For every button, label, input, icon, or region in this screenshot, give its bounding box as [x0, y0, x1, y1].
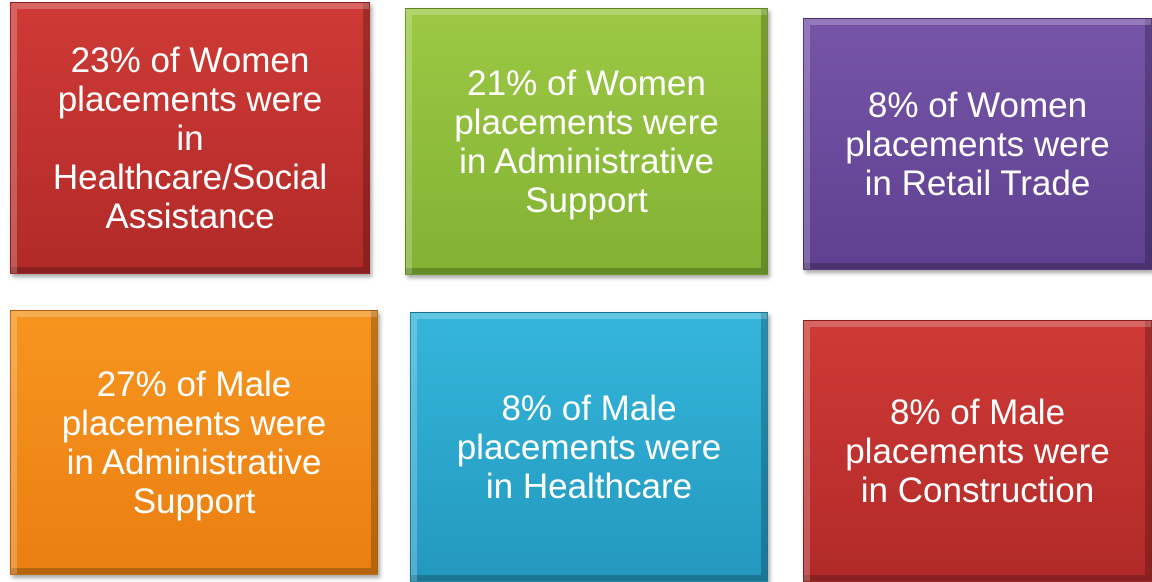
tile-text: Support [132, 481, 256, 521]
tile: 8% of Women placements were in Retail Trad… [803, 18, 1152, 270]
tile-text: placements were [454, 102, 719, 142]
tile-text: 8% of Male [889, 392, 1066, 432]
tile: 8% of Male placements were in Healthcare [410, 312, 768, 582]
tile-text: in Healthcare [485, 466, 693, 506]
tile-text: 27% of Male [96, 364, 292, 404]
tile-text: in Retail Trade [864, 163, 1091, 203]
tile-text: in Administrative [66, 442, 322, 482]
tile-text: placements were [57, 79, 323, 119]
tile: 23% of Women placements were in Healthcare/… [10, 2, 370, 274]
tile: 8% of Male placements were in Construction [803, 320, 1152, 582]
tile-text: placements were [61, 403, 327, 443]
tile-text: Healthcare/Social [52, 157, 328, 197]
tile-text: in [176, 118, 204, 158]
tile-text: 23% of Women [70, 40, 310, 80]
tile-text: Support [525, 180, 648, 220]
tile-text: placements were [456, 427, 722, 467]
tile-text: in Administrative [459, 141, 714, 181]
tile-text: in Construction [860, 470, 1095, 510]
tile-text: 8% of Women [867, 85, 1088, 125]
tile-text: 21% of Women [467, 63, 706, 103]
tile: 27% of Male placements were in Administrat… [10, 310, 378, 575]
tile-text: placements were [845, 124, 1110, 164]
tile-text: placements were [845, 431, 1110, 471]
tile-text: Assistance [105, 196, 275, 236]
tile: 21% of Women placements were in Administra… [405, 8, 768, 275]
tile-text: 8% of Male [501, 388, 677, 428]
